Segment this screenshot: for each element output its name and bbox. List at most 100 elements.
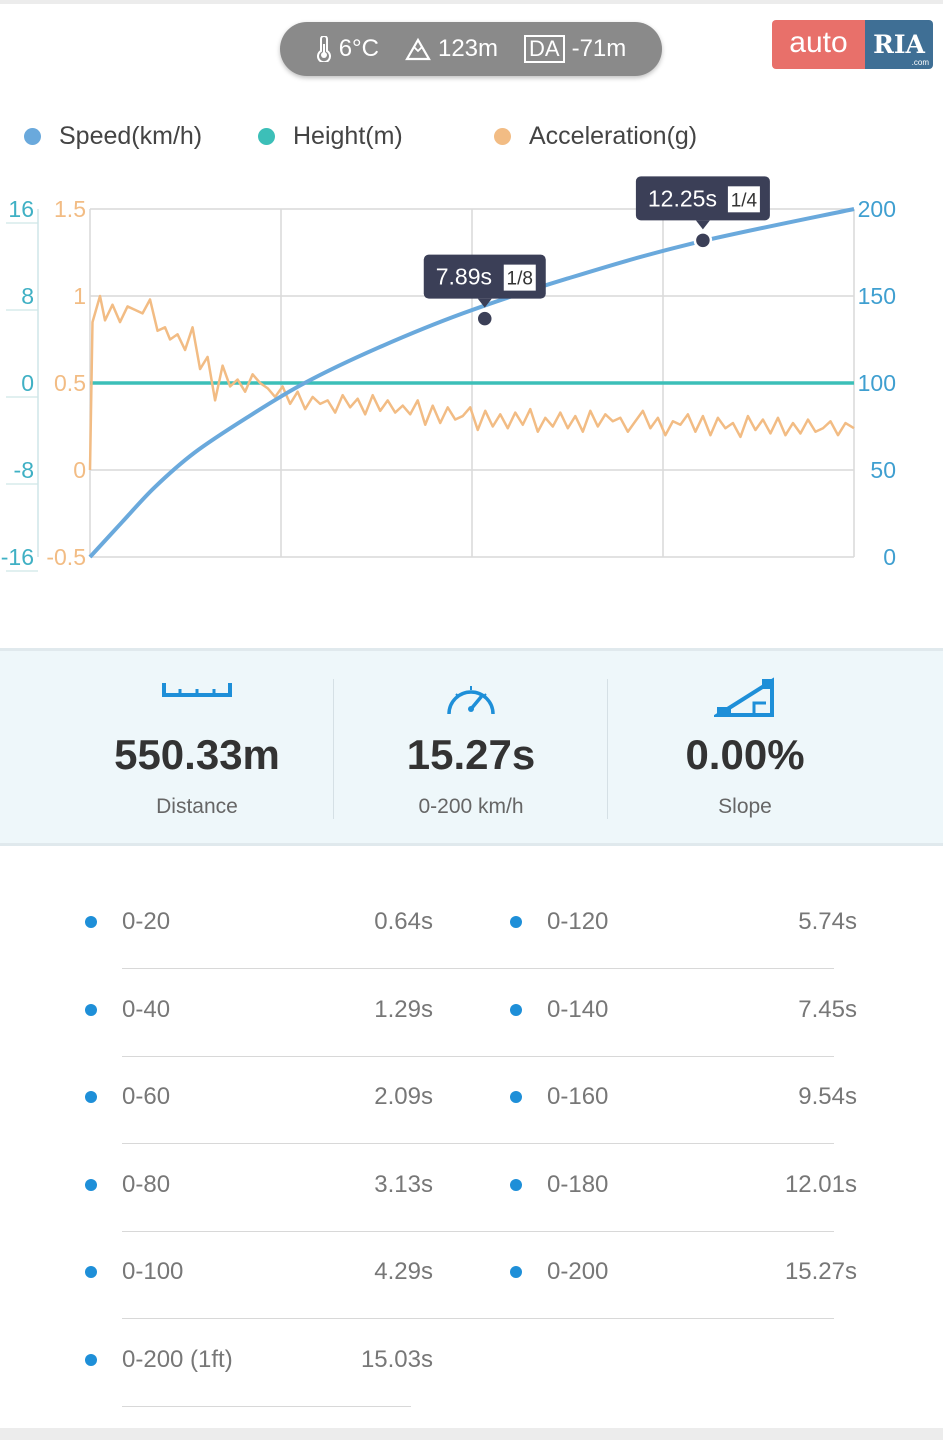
autoria-logo: auto RIA .com	[772, 20, 933, 69]
logo-ria-word: RIA	[873, 30, 925, 59]
split-time-row: 0-180 12.01s	[510, 1144, 857, 1232]
split-range-label: 0-120	[547, 908, 609, 935]
split-time-value: 15.03s	[360, 1346, 433, 1373]
split-range-label: 0-80	[122, 1170, 171, 1198]
temperature-item: 6°C	[316, 35, 379, 63]
logo-ria-text: RIA .com	[865, 20, 933, 69]
split-time-row: 0-200 15.27s	[510, 1231, 857, 1319]
split-time-value: 15.27s	[784, 1258, 857, 1286]
split-time-row: 0-40 1.29s	[85, 969, 834, 1057]
marker-tooltip-pointer	[477, 298, 492, 308]
marker-time-label: 7.89s	[436, 264, 492, 290]
logo-com-text: .com	[911, 58, 929, 67]
speedometer-icon	[444, 677, 498, 722]
legend-height-dot	[258, 128, 275, 145]
summary-divider	[607, 679, 608, 819]
row-divider	[122, 968, 834, 969]
legend-height[interactable]: Height(m)	[258, 122, 494, 151]
time-marker-point	[475, 309, 495, 328]
split-range-label: 0-20	[122, 908, 171, 935]
marker-tag-box	[727, 186, 760, 213]
marker-time-label: 12.25s	[648, 185, 717, 211]
row-divider	[122, 1318, 834, 1320]
split-time-value: 0.64s	[374, 908, 433, 935]
bullet-dot	[510, 1003, 522, 1016]
legend-height-label: Height(m)	[293, 122, 403, 150]
split-range-label: 0-100	[122, 1258, 184, 1286]
split-time-row: 0-20 0.64s	[85, 881, 834, 969]
conditions-pill: 6°C 123m DA -71m	[280, 22, 662, 76]
row-divider	[122, 1143, 834, 1145]
bullet-dot	[510, 1091, 522, 1104]
distance-label: Distance	[156, 795, 238, 818]
split-time-value: 3.13s	[374, 1170, 433, 1198]
row-divider	[122, 1230, 834, 1232]
legend-speed-label: Speed(km/h)	[59, 122, 203, 150]
height-tick-label: 8	[21, 283, 34, 309]
split-time-row: 0-80 3.13s	[85, 1144, 834, 1232]
legend-acceleration[interactable]: Acceleration(g)	[494, 122, 697, 151]
speed-tick-label: 100	[858, 370, 896, 396]
height-tick-label: -8	[14, 457, 34, 483]
performance-chart[interactable]: 16 8 0 -8 -16 1.5 1 0.5 0 -0.5 200 150 100 50 0 7.89s 1/…	[0, 175, 943, 595]
split-time-value: 12.01s	[784, 1170, 857, 1198]
split-time-value: 4.29s	[374, 1258, 433, 1286]
time-label: 0-200 km/h	[418, 795, 524, 818]
speed-tick-label: 50	[870, 457, 896, 483]
legend-acceleration-dot	[494, 128, 511, 145]
density-altitude-item: DA -71m	[524, 35, 626, 63]
slope-icon	[711, 677, 776, 724]
mountain-icon	[405, 37, 431, 61]
split-range-label: 0-40	[122, 995, 171, 1023]
summary-time: 15.27s 0-200 km/h	[334, 651, 608, 843]
split-time-row: 0-60 2.09s	[85, 1056, 834, 1145]
split-range-label: 0-160	[547, 1083, 609, 1111]
summary-distance: 550.33m Distance	[60, 651, 334, 843]
summary-panel: 550.33m Distance 15.27s 0-200 km/h	[0, 648, 943, 846]
density-altitude-value: -71m	[571, 35, 627, 62]
summary-divider	[333, 679, 334, 819]
legend-speed-dot	[24, 128, 41, 145]
altitude-item: 123m	[405, 35, 498, 63]
split-time-row: 0-100 4.29s	[85, 1231, 834, 1320]
height-tick-label: -16	[1, 544, 34, 570]
legend-speed[interactable]: Speed(km/h)	[24, 122, 258, 151]
bullet-dot	[510, 916, 522, 928]
time-value: 15.27s	[406, 731, 536, 778]
split-range-label: 0-180	[547, 1170, 609, 1198]
bullet-dot	[85, 1003, 97, 1016]
split-time-row: 0-140 7.45s	[510, 969, 857, 1057]
bullet-dot	[510, 1266, 522, 1279]
split-time-row: 0-120 5.74s	[510, 881, 857, 969]
acceleration-tick-label: -0.5	[46, 544, 86, 570]
marker-tag-label: 1/4	[731, 190, 758, 211]
thermometer-icon	[316, 36, 332, 62]
top-divider	[0, 0, 943, 4]
split-time-value: 1.29s	[374, 995, 433, 1023]
temperature-value: 6°C	[338, 35, 379, 62]
height-tick-label: 0	[21, 370, 34, 396]
da-badge: DA	[524, 35, 565, 63]
altitude-value: 123m	[437, 35, 499, 62]
slope-label: Slope	[718, 795, 772, 818]
slope-value: 0.00%	[685, 731, 805, 778]
marker-tag-label: 1/8	[507, 269, 533, 290]
bottom-divider	[0, 1428, 943, 1440]
split-range-label: 0-200 (1ft)	[122, 1346, 233, 1373]
bullet-dot	[510, 1178, 522, 1191]
bullet-dot	[85, 1354, 97, 1366]
speed-tick-label: 0	[883, 544, 896, 570]
acceleration-tick-label: 1	[73, 283, 86, 309]
marker-tooltip-pointer	[695, 220, 710, 230]
speed-series-line	[88, 207, 855, 559]
row-divider	[122, 1406, 411, 1407]
ruler-icon	[162, 677, 232, 704]
split-range-label: 0-140	[547, 995, 609, 1023]
split-time-row: 0-200 (1ft) 15.03s	[85, 1319, 433, 1407]
bullet-dot	[85, 916, 97, 928]
acceleration-tick-label: 0.5	[54, 370, 86, 396]
legend-acceleration-label: Acceleration(g)	[529, 122, 698, 150]
split-range-label: 0-60	[122, 1083, 171, 1111]
acceleration-tick-label: 0	[73, 457, 86, 483]
split-time-value: 9.54s	[798, 1083, 857, 1111]
